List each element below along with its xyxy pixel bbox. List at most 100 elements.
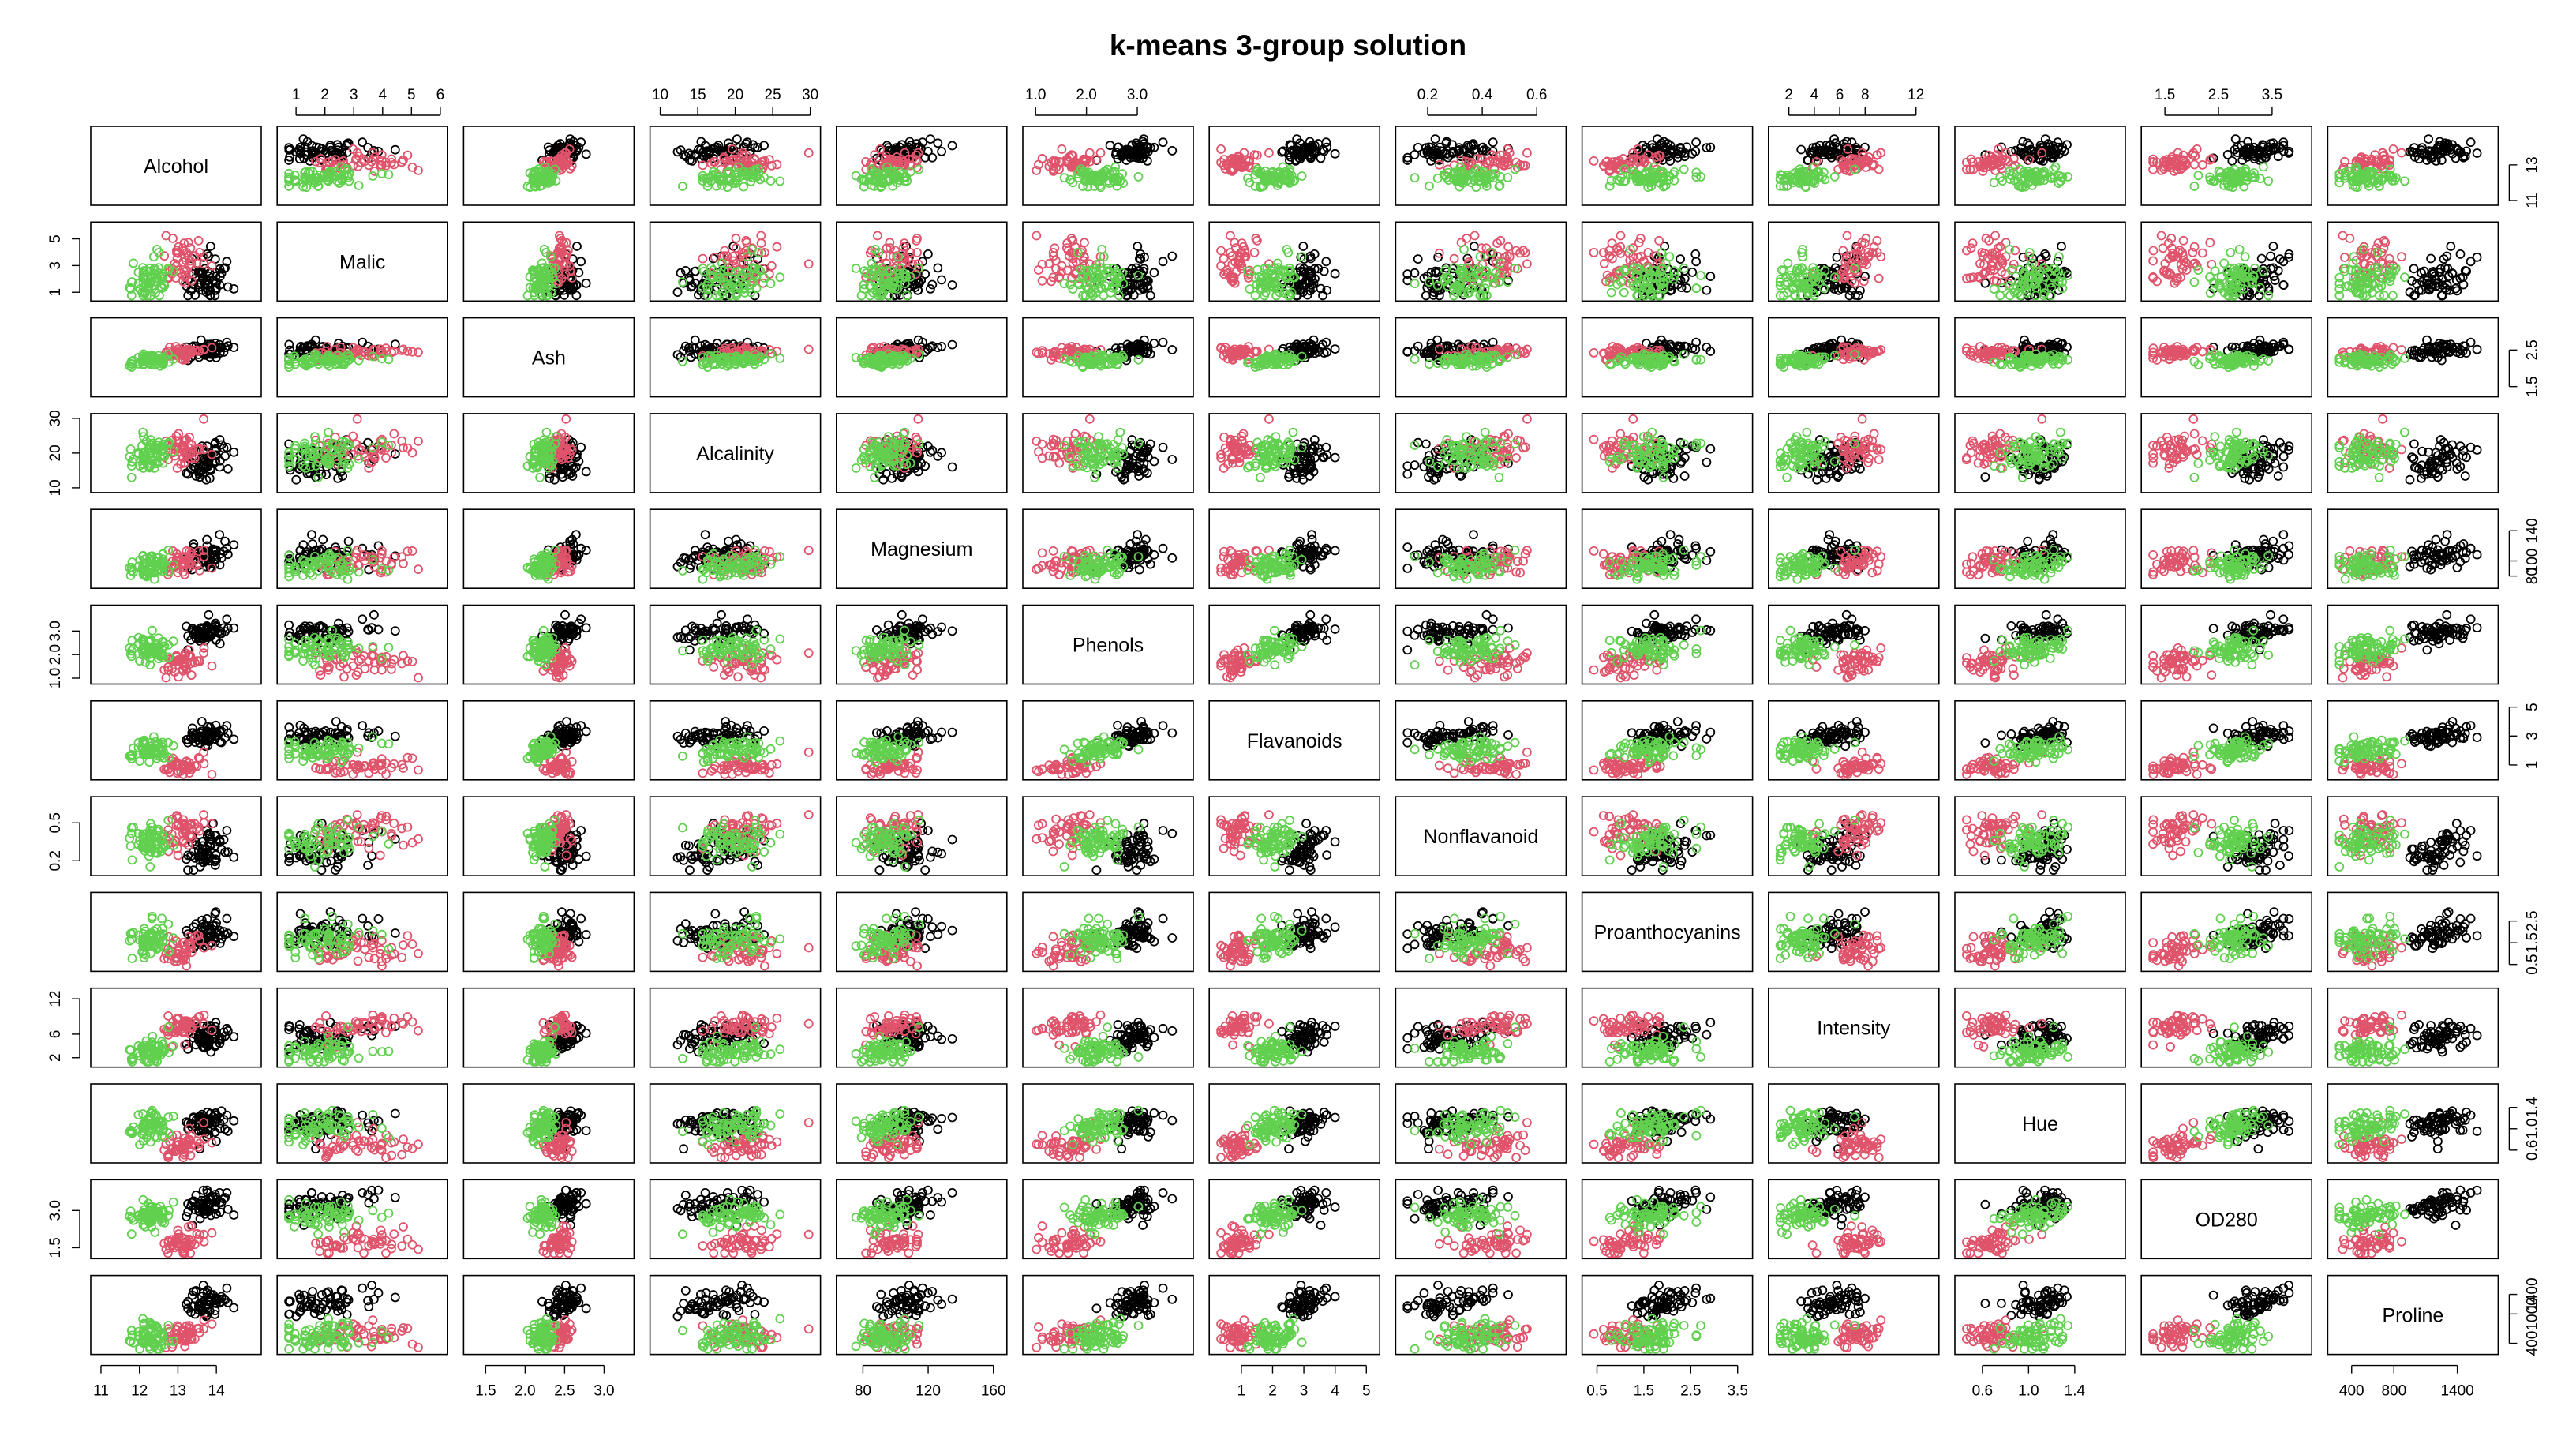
data-point-cluster-1 — [1159, 257, 1167, 265]
data-point-cluster-2 — [1462, 234, 1470, 242]
panel-alcohol-vs-nonflavanoid — [1395, 126, 1566, 205]
data-point-cluster-3 — [1990, 285, 1998, 293]
data-point-cluster-2 — [1608, 239, 1616, 247]
panel-alcohol-vs-proanthocyanins — [1582, 126, 1753, 205]
data-point-cluster-1 — [1676, 255, 1684, 263]
panel-alcohol-vs-flavanoids — [1209, 126, 1380, 205]
data-point-cluster-1 — [285, 340, 293, 348]
data-point-cluster-1 — [1856, 287, 1864, 294]
data-point-cluster-2 — [1601, 260, 1608, 268]
data-point-cluster-1 — [2447, 242, 2454, 250]
data-point-cluster-3 — [1245, 285, 1253, 293]
variable-label-alcohol: Alcohol — [144, 156, 208, 178]
data-point-cluster-3 — [679, 182, 687, 190]
data-point-cluster-1 — [949, 281, 957, 289]
data-point-cluster-2 — [2180, 237, 2188, 245]
data-point-cluster-2 — [2206, 238, 2214, 246]
data-point-cluster-1 — [1106, 141, 1114, 149]
data-point-cluster-1 — [1147, 291, 1155, 299]
data-point-cluster-2 — [1644, 249, 1652, 257]
panel-alcohol-vs-alcohol: Alcohol — [91, 126, 261, 205]
panel-malic-vs-flavanoids — [1209, 222, 1380, 301]
panel-alcohol-vs-phenols — [1023, 126, 1193, 205]
data-point-cluster-1 — [1299, 242, 1307, 250]
data-point-cluster-2 — [768, 262, 776, 270]
data-point-cluster-2 — [2398, 253, 2406, 261]
data-point-cluster-3 — [2264, 177, 2272, 185]
data-point-cluster-2 — [2346, 234, 2353, 242]
panel-ash-vs-alcohol — [91, 318, 261, 397]
data-point-cluster-1 — [577, 257, 585, 265]
data-point-cluster-1 — [2258, 255, 2266, 263]
data-point-cluster-1 — [674, 288, 682, 296]
data-point-cluster-3 — [1298, 172, 1306, 180]
data-point-cluster-2 — [1035, 266, 1043, 274]
data-point-cluster-1 — [1133, 242, 1141, 250]
data-point-cluster-3 — [369, 172, 376, 180]
data-point-cluster-1 — [2228, 157, 2236, 165]
panel-alcohol-vs-od280 — [2141, 126, 2312, 205]
variable-label-ash: Ash — [532, 347, 566, 369]
data-point-cluster-1 — [358, 138, 366, 146]
data-point-cluster-3 — [2190, 278, 2198, 286]
data-point-cluster-2 — [698, 255, 706, 263]
data-point-cluster-1 — [1691, 250, 1699, 258]
panel-alcohol-vs-alcalinity — [650, 126, 821, 205]
data-point-cluster-2 — [2191, 161, 2199, 169]
panel-malic-vs-phenols — [1023, 222, 1193, 301]
data-point-cluster-3 — [2260, 163, 2267, 171]
data-point-cluster-2 — [2158, 232, 2166, 240]
data-point-cluster-2 — [874, 232, 882, 240]
data-point-cluster-2 — [1969, 239, 1977, 247]
data-point-cluster-3 — [776, 177, 784, 185]
data-point-cluster-2 — [2398, 149, 2406, 157]
data-point-cluster-1 — [2467, 257, 2475, 265]
data-point-cluster-1 — [2427, 255, 2435, 263]
data-point-cluster-2 — [2199, 249, 2207, 257]
variable-label-malic: Malic — [339, 251, 385, 273]
data-point-cluster-1 — [1322, 138, 1330, 146]
data-point-cluster-1 — [1331, 270, 1339, 278]
data-point-cluster-1 — [924, 250, 932, 258]
data-point-cluster-3 — [739, 183, 747, 191]
data-point-cluster-2 — [1523, 149, 1531, 157]
data-point-cluster-1 — [2410, 264, 2418, 272]
data-point-cluster-3 — [2401, 273, 2409, 281]
data-point-cluster-1 — [938, 276, 945, 284]
data-point-cluster-3 — [1252, 291, 1260, 299]
panel-malic-vs-malic: Malic — [277, 222, 447, 301]
data-point-cluster-2 — [732, 234, 740, 242]
data-point-cluster-2 — [169, 234, 177, 242]
data-point-cluster-1 — [2473, 149, 2481, 157]
data-point-cluster-3 — [2226, 249, 2234, 257]
panel-alcohol-vs-hue — [1955, 126, 2125, 205]
panel-alcohol-vs-intensity — [1769, 126, 1939, 205]
data-point-cluster-2 — [1251, 249, 1259, 257]
panel-ash-vs-ash: Ash — [463, 318, 634, 397]
data-point-cluster-1 — [2467, 138, 2475, 146]
data-point-cluster-1 — [2279, 281, 2287, 289]
data-point-cluster-1 — [582, 150, 590, 158]
data-point-cluster-1 — [2255, 291, 2263, 299]
data-point-cluster-1 — [573, 242, 581, 250]
panel-alcohol-vs-malic — [277, 126, 447, 205]
data-point-cluster-3 — [2335, 178, 2343, 186]
data-point-cluster-3 — [2389, 291, 2397, 299]
data-point-cluster-3 — [2052, 163, 2060, 171]
data-point-cluster-3 — [2241, 253, 2249, 261]
data-point-cluster-3 — [2190, 182, 2198, 190]
data-point-cluster-2 — [1451, 255, 1458, 263]
data-point-cluster-1 — [677, 269, 685, 277]
data-point-cluster-3 — [1692, 284, 1700, 292]
panel-malic-vs-alcohol — [91, 222, 261, 301]
data-point-cluster-2 — [805, 149, 813, 157]
data-point-cluster-3 — [1831, 173, 1839, 181]
data-point-cluster-3 — [1996, 291, 2004, 299]
data-point-cluster-2 — [1217, 247, 1225, 255]
data-point-cluster-1 — [938, 148, 945, 156]
data-point-cluster-1 — [1331, 150, 1339, 158]
data-point-cluster-2 — [1843, 232, 1851, 240]
data-point-cluster-3 — [1620, 289, 1628, 297]
data-point-cluster-1 — [1159, 138, 1167, 146]
data-point-cluster-2 — [1590, 157, 1598, 165]
